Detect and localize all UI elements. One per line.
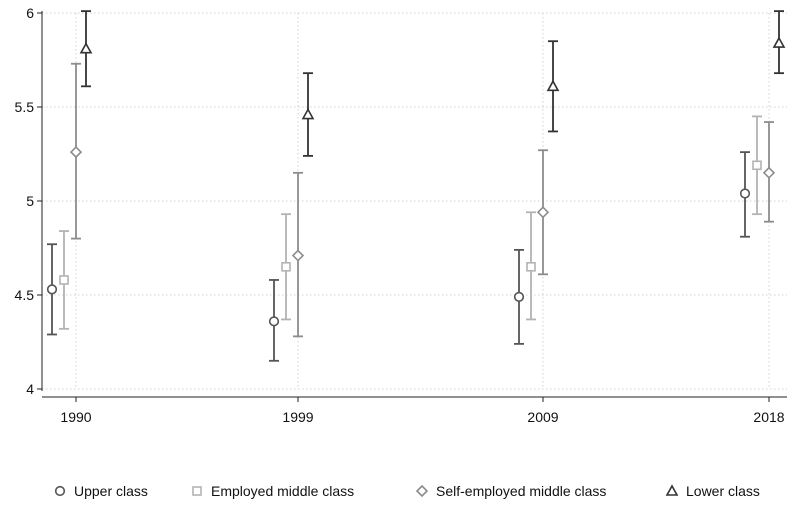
legend-item: Upper class xyxy=(54,483,148,499)
legend-label: Upper class xyxy=(74,483,148,499)
series-lower-class xyxy=(79,10,786,157)
data-point xyxy=(772,36,786,48)
legend-label: Lower class xyxy=(686,483,760,499)
legend-item: Self-employed middle class xyxy=(415,483,606,499)
legend-marker xyxy=(54,485,66,497)
data-point xyxy=(281,261,291,272)
data-point xyxy=(69,145,83,159)
data-point xyxy=(526,261,536,272)
y-tick-label: 5.5 xyxy=(15,99,35,115)
y-tick-label: 4 xyxy=(26,381,34,397)
x-tick-label: 1999 xyxy=(282,409,313,425)
legend-label: Self-employed middle class xyxy=(436,483,606,499)
legend: Upper class Employed middle class Self-emp… xyxy=(54,483,760,499)
series-employed-middle-class xyxy=(59,115,762,330)
data-point xyxy=(301,107,315,120)
legend-item: Employed middle class xyxy=(192,483,354,499)
data-point xyxy=(59,275,69,285)
data-point xyxy=(46,284,58,295)
y-tick-label: 4.5 xyxy=(15,287,35,303)
series-upper-class xyxy=(46,151,751,362)
series-marks xyxy=(46,10,786,362)
axes: 4 4.5 5 5.5 6 1990 1999 2009 2018 xyxy=(15,5,787,425)
series-self-employed-middle-class xyxy=(69,62,776,338)
data-point xyxy=(79,42,93,54)
data-point xyxy=(513,291,525,302)
data-point xyxy=(268,316,280,327)
data-point xyxy=(536,206,550,219)
legend-marker xyxy=(192,486,202,496)
data-point xyxy=(762,166,776,179)
legend-marker xyxy=(665,484,679,496)
x-tick-label: 2009 xyxy=(527,409,558,425)
legend-label: Employed middle class xyxy=(211,483,354,499)
data-point xyxy=(291,249,305,262)
y-tick-label: 5 xyxy=(26,193,34,209)
data-point xyxy=(546,79,560,92)
legend-item: Lower class xyxy=(665,483,760,499)
data-point xyxy=(739,188,751,199)
x-tick-label: 1990 xyxy=(60,409,91,425)
x-tick-label: 2018 xyxy=(753,409,784,425)
data-point xyxy=(752,160,762,171)
legend-marker xyxy=(415,484,429,498)
gridlines xyxy=(42,12,787,390)
y-tick-label: 6 xyxy=(26,5,34,21)
